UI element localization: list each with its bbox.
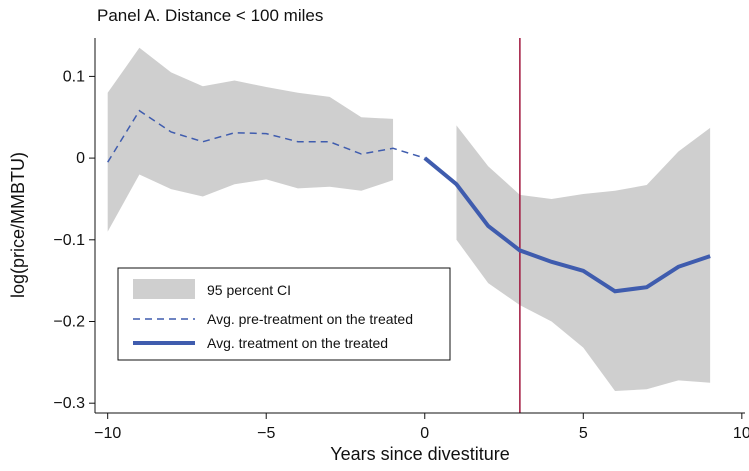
x-tick-label: 0 xyxy=(420,425,429,442)
legend-label: Avg. pre-treatment on the treated xyxy=(207,311,413,327)
legend-swatch xyxy=(133,279,195,299)
x-tick-label: −10 xyxy=(94,425,121,442)
x-tick-label: 5 xyxy=(579,425,588,442)
y-tick-label: 0 xyxy=(76,150,85,167)
ci-band xyxy=(456,125,711,391)
y-tick-label: 0.1 xyxy=(63,68,85,85)
y-axis-label: log(price/MMBTU) xyxy=(8,152,28,298)
series-line xyxy=(107,109,425,163)
x-axis-label: Years since divestiture xyxy=(330,444,509,464)
legend-label: Avg. treatment on the treated xyxy=(207,335,388,351)
y-tick-label: −0.2 xyxy=(53,313,85,330)
x-tick-label: −5 xyxy=(257,425,275,442)
ci-band xyxy=(107,47,394,232)
y-tick-label: −0.3 xyxy=(53,395,85,412)
series-line xyxy=(423,156,711,294)
x-tick-label: 10 xyxy=(733,425,749,442)
legend-label: 95 percent CI xyxy=(207,282,291,298)
y-tick-label: −0.1 xyxy=(53,232,85,249)
chart-title: Panel A. Distance < 100 miles xyxy=(97,6,323,25)
